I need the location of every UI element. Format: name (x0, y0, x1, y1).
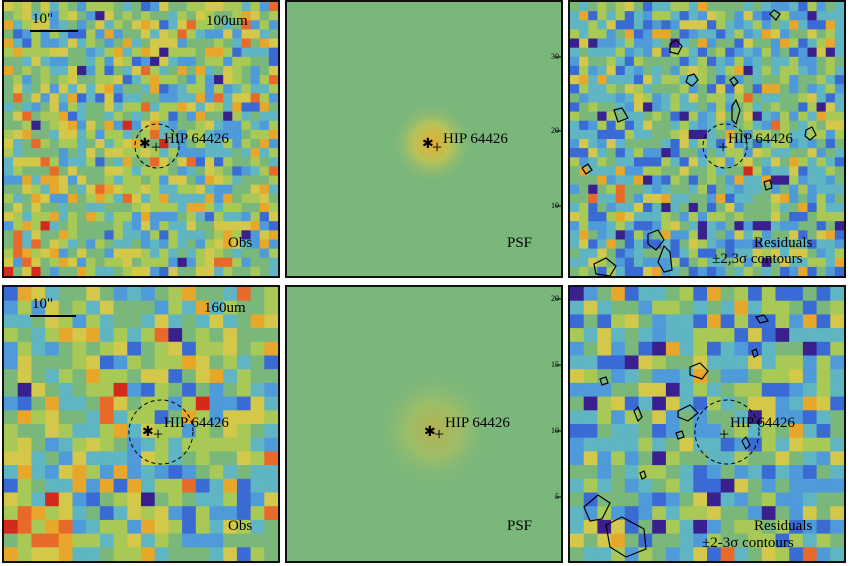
source-label: HIP 64426 (730, 415, 795, 431)
panel-title: Residuals (754, 235, 813, 251)
source-label: HIP 64426 (728, 131, 793, 147)
tick-label: 10 (551, 426, 559, 435)
panel-subtitle: ±2-3σ contours (702, 535, 794, 551)
position-cross: + (718, 137, 728, 157)
tick-label: 15 (551, 360, 559, 369)
aperture-circle (694, 399, 760, 465)
panel-title: Obs (228, 518, 253, 534)
aperture-circle (702, 123, 748, 169)
overlay-obs-160um: ✱ + (30, 315, 194, 465)
band-label: 100um (206, 13, 248, 29)
obs-panel-160um: ✱ + 10" 160um HIP 64426 Obs (2, 285, 280, 563)
aperture-circle (128, 399, 194, 465)
residuals-panel-160um: + HIP 64426 Residuals ±2-3σ contours (568, 285, 846, 563)
tick-label: 5 (555, 492, 559, 501)
obs-image-100um (4, 2, 278, 276)
overlay-obs-100um: ✱ + (30, 30, 180, 169)
contours (583, 314, 769, 558)
obs-panel-100um: ✱ + 10" 100um HIP 64426 Obs (2, 0, 280, 278)
source-label: HIP 64426 (164, 415, 229, 431)
source-label: HIP 64426 (164, 131, 229, 147)
overlay-res-160um: + (583, 314, 769, 558)
position-cross: + (434, 424, 444, 444)
panel-title: PSF (507, 518, 533, 534)
position-cross: + (153, 424, 163, 444)
position-cross: + (719, 424, 729, 444)
source-label: HIP 64426 (445, 415, 510, 431)
band-label: 160um (204, 300, 246, 316)
scalebar-label: 10" (32, 296, 54, 312)
tick-label: 30 (551, 52, 559, 61)
residuals-image-160um (570, 287, 844, 561)
overlay-psf-100um: ✱ + (422, 56, 561, 207)
psf-image-100um (287, 2, 561, 276)
aperture-circle (134, 123, 180, 169)
psf-panel-100um: ✱ + 30 20 10 HIP 64426 PSF (285, 0, 563, 278)
star-marker: ✱ (142, 425, 154, 440)
residuals-panel-100um: + HIP 64426 Residuals ±2,3σ contours (568, 0, 846, 278)
position-cross: + (151, 137, 161, 157)
obs-image-160um (4, 287, 278, 561)
star-marker: ✱ (422, 137, 434, 152)
tick-label: 20 (551, 126, 559, 135)
psf-panel-160um: ✱ + 20 15 10 5 HIP 64426 PSF (285, 285, 563, 563)
panel-title: Obs (228, 235, 253, 251)
panel-subtitle: ±2,3σ contours (712, 251, 803, 267)
tick-label: 10 (551, 201, 559, 210)
overlay-psf-160um: ✱ + (424, 298, 561, 498)
contours (581, 9, 817, 276)
psf-image-160um (287, 287, 561, 561)
position-cross: + (432, 137, 442, 157)
residuals-image-100um (570, 2, 844, 276)
tick-label: 20 (551, 294, 559, 303)
scalebar-label: 10" (32, 11, 54, 27)
panel-title: Residuals (754, 518, 813, 534)
star-marker: ✱ (424, 425, 436, 440)
panel-title: PSF (507, 235, 533, 251)
source-label: HIP 64426 (443, 131, 508, 147)
overlay-res-100um: + (581, 9, 817, 276)
star-marker: ✱ (139, 137, 151, 152)
